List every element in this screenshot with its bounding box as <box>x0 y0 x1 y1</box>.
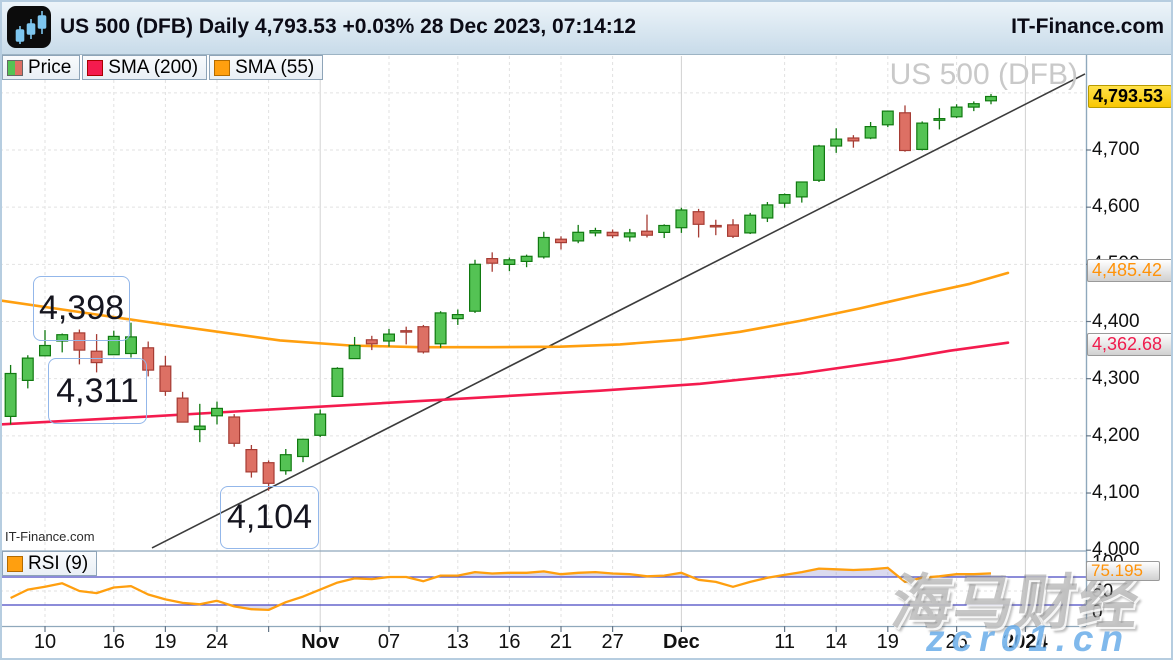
callout-text: 4,104 <box>226 498 313 536</box>
site-url-watermark: zcr01.cn <box>926 618 1131 659</box>
legend-item-price[interactable]: Price <box>2 55 81 80</box>
sma55-series-icon <box>214 59 231 76</box>
logo-candles-icon <box>15 11 47 44</box>
price-callout-4398[interactable]: 4,398 <box>33 276 130 341</box>
rsi-line[interactable] <box>10 566 992 612</box>
legend-sma55-label: SMA (55) <box>235 56 315 78</box>
rsi-value-badge: 75.195 <box>1086 561 1160 581</box>
panel-borders <box>0 54 1091 632</box>
itfinance-footer-watermark: IT-Finance.com <box>5 529 95 544</box>
rsi-overbought-fill <box>10 567 991 577</box>
sma55-value-badge: 4,485.42 <box>1087 259 1173 282</box>
sma200-series-icon <box>87 59 104 76</box>
legend-sma200-label: SMA (200) <box>108 56 199 78</box>
legend-price-label: Price <box>28 56 72 78</box>
sma200-value-badge: 4,362.68 <box>1087 333 1173 356</box>
callout-text: 4,311 <box>56 371 139 410</box>
legend-rsi-label: RSI (9) <box>28 552 89 574</box>
horizontal-gridlines <box>0 92 1086 592</box>
price-callout-4104[interactable]: 4,104 <box>220 486 319 549</box>
candlestick-logo-icon[interactable] <box>7 6 51 48</box>
sma200-line[interactable] <box>0 341 1010 426</box>
vertical-gridlines <box>44 56 1026 626</box>
title-bar: US 500 (DFB) Daily 4,793.53 +0.03% 28 De… <box>0 0 1173 55</box>
price-series-icon <box>7 59 23 76</box>
legend-item-sma200[interactable]: SMA (200) <box>82 55 208 80</box>
price-callout-4311[interactable]: 4,311 <box>48 358 147 424</box>
rsi-legend-row: RSI (9) <box>2 551 98 576</box>
brand-link[interactable]: IT-Finance.com <box>1011 15 1164 38</box>
legend-row: Price SMA (200) SMA (55) <box>2 55 324 80</box>
instrument-title: US 500 (DFB) Daily 4,793.53 +0.03% 28 De… <box>60 15 637 38</box>
rsi-series-icon <box>7 555 23 572</box>
callout-text: 4,398 <box>38 289 125 327</box>
last-price-badge: 4,793.53 <box>1088 85 1172 108</box>
legend-item-sma55[interactable]: SMA (55) <box>209 55 324 80</box>
trendline[interactable] <box>151 73 1086 549</box>
sma55-line[interactable] <box>0 271 1010 349</box>
candles-group <box>4 93 997 491</box>
legend-item-rsi[interactable]: RSI (9) <box>2 551 98 576</box>
chart-symbol-watermark: US 500 (DFB) <box>889 58 1078 91</box>
